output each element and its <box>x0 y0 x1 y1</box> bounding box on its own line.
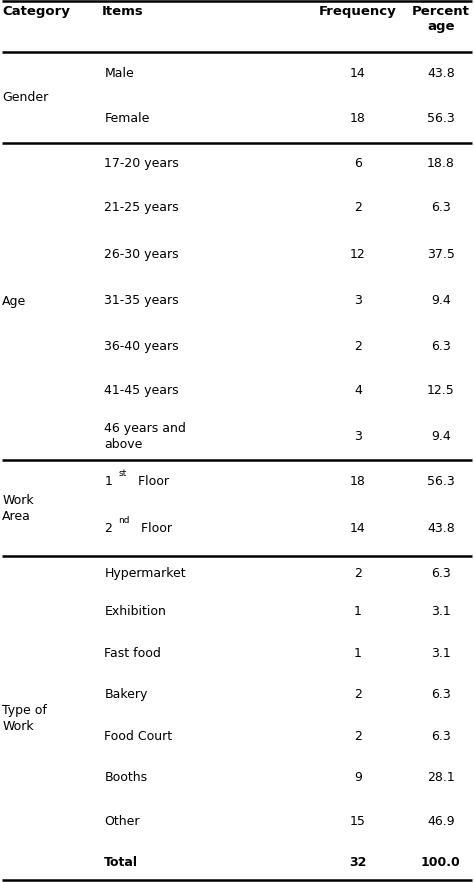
Text: 56.3: 56.3 <box>427 475 455 488</box>
Text: 6.3: 6.3 <box>431 688 451 701</box>
Text: 15: 15 <box>350 815 366 828</box>
Text: 6.3: 6.3 <box>431 729 451 743</box>
Text: 9.4: 9.4 <box>431 430 451 443</box>
Text: st: st <box>118 469 127 478</box>
Text: Floor: Floor <box>137 522 172 535</box>
Text: Female: Female <box>104 112 150 125</box>
Text: Work
Area: Work Area <box>2 494 34 523</box>
Text: 1: 1 <box>104 475 112 488</box>
Text: 36-40 years: 36-40 years <box>104 340 179 354</box>
Text: 6.3: 6.3 <box>431 201 451 214</box>
Text: 1: 1 <box>354 647 362 660</box>
Text: 46 years and
above: 46 years and above <box>104 422 186 451</box>
Text: Frequency: Frequency <box>319 4 397 18</box>
Text: 21-25 years: 21-25 years <box>104 201 179 214</box>
Text: 14: 14 <box>350 522 366 535</box>
Text: 28.1: 28.1 <box>427 772 455 784</box>
Text: 3: 3 <box>354 430 362 443</box>
Text: 26-30 years: 26-30 years <box>104 248 179 260</box>
Text: 4: 4 <box>354 385 362 398</box>
Text: Male: Male <box>104 67 134 79</box>
Text: 2: 2 <box>354 729 362 743</box>
Text: 3.1: 3.1 <box>431 605 451 618</box>
Text: 18: 18 <box>350 475 366 488</box>
Text: 18: 18 <box>350 112 366 125</box>
Text: 46.9: 46.9 <box>427 815 455 828</box>
Text: Percent
age: Percent age <box>412 4 470 33</box>
Text: 2: 2 <box>354 340 362 354</box>
Text: 9: 9 <box>354 772 362 784</box>
Text: Total: Total <box>104 856 138 869</box>
Text: Age: Age <box>2 295 27 308</box>
Text: 37.5: 37.5 <box>427 248 455 260</box>
Text: Items: Items <box>102 4 144 18</box>
Text: 6.3: 6.3 <box>431 567 451 579</box>
Text: 2: 2 <box>354 688 362 701</box>
Text: 6: 6 <box>354 157 362 170</box>
Text: Fast food: Fast food <box>104 647 161 660</box>
Text: nd: nd <box>118 517 130 526</box>
Text: Category: Category <box>2 4 70 18</box>
Text: Booths: Booths <box>104 772 147 784</box>
Text: Bakery: Bakery <box>104 688 148 701</box>
Text: Exhibition: Exhibition <box>104 605 166 618</box>
Text: 2: 2 <box>104 522 112 535</box>
Text: Other: Other <box>104 815 140 828</box>
Text: 3: 3 <box>354 294 362 307</box>
Text: 43.8: 43.8 <box>427 522 455 535</box>
Text: Hypermarket: Hypermarket <box>104 567 186 579</box>
Text: 100.0: 100.0 <box>421 856 461 869</box>
Text: 2: 2 <box>354 567 362 579</box>
Text: 31-35 years: 31-35 years <box>104 294 179 307</box>
Text: 6.3: 6.3 <box>431 340 451 354</box>
Text: 43.8: 43.8 <box>427 67 455 79</box>
Text: 2: 2 <box>354 201 362 214</box>
Text: 12.5: 12.5 <box>427 385 455 398</box>
Text: 32: 32 <box>349 856 366 869</box>
Text: 56.3: 56.3 <box>427 112 455 125</box>
Text: 41-45 years: 41-45 years <box>104 385 179 398</box>
Text: 3.1: 3.1 <box>431 647 451 660</box>
Text: 1: 1 <box>354 605 362 618</box>
Text: 18.8: 18.8 <box>427 157 455 170</box>
Text: 17-20 years: 17-20 years <box>104 157 179 170</box>
Text: 9.4: 9.4 <box>431 294 451 307</box>
Text: 14: 14 <box>350 67 366 79</box>
Text: Gender: Gender <box>2 91 49 104</box>
Text: 12: 12 <box>350 248 366 260</box>
Text: Floor: Floor <box>134 475 169 488</box>
Text: Type of
Work: Type of Work <box>2 704 47 733</box>
Text: Food Court: Food Court <box>104 729 173 743</box>
